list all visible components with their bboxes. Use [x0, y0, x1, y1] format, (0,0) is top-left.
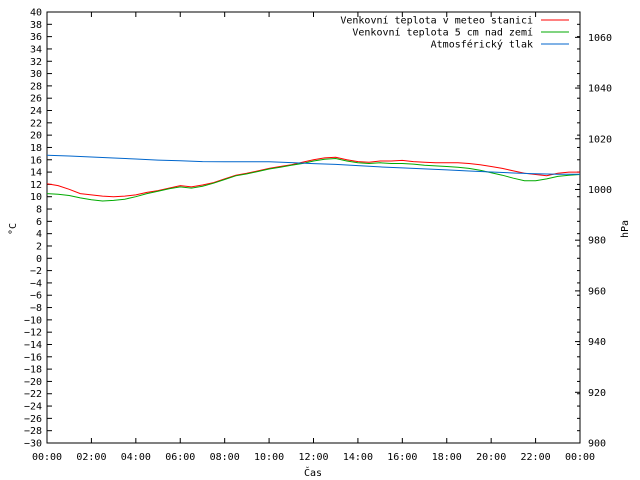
legend-label-1: Venkovní teplota v meteo stanici: [340, 15, 533, 27]
y-tick-label: 32: [30, 57, 42, 68]
x-tick-label: 06:00: [165, 452, 195, 463]
y2-tick-label: 900: [588, 439, 606, 450]
y-tick-label: 38: [30, 20, 42, 31]
y-tick-label: 4: [36, 229, 42, 240]
y-tick-label: −18: [24, 365, 42, 376]
y2-tick-label: 1000: [588, 185, 612, 196]
y-tick-label: −8: [30, 303, 42, 314]
axes: 4038363432302826242220181614121086420−2−…: [24, 8, 612, 464]
y-tick-label: −14: [24, 340, 42, 351]
y-tick-label: −4: [30, 278, 42, 289]
y-tick-label: 22: [30, 118, 42, 129]
y-tick-label: 40: [30, 8, 42, 19]
y-tick-label: 6: [36, 217, 42, 228]
y-tick-label: 2: [36, 241, 42, 252]
legend: Venkovní teplota v meteo staniciVenkovní…: [340, 15, 569, 51]
y2-tick-label: 920: [588, 388, 606, 399]
y-tick-label: −2: [30, 266, 42, 277]
y-tick-label: 34: [30, 44, 42, 55]
x-tick-label: 04:00: [121, 452, 151, 463]
y-tick-label: 18: [30, 143, 42, 154]
x-tick-label: 18:00: [432, 452, 462, 463]
y-tick-label: 12: [30, 180, 42, 191]
y-axis-title: °C: [8, 223, 19, 235]
y-tick-label: −20: [24, 377, 42, 388]
y-tick-label: −26: [24, 414, 42, 425]
y-tick-label: 24: [30, 106, 42, 117]
legend-label-2: Venkovní teplota 5 cm nad zemí: [352, 27, 533, 39]
y-tick-label: −16: [24, 352, 42, 363]
y-tick-label: 16: [30, 155, 42, 166]
x-tick-label: 02:00: [76, 452, 106, 463]
y-tick-label: 30: [30, 69, 42, 80]
y-tick-label: 26: [30, 94, 42, 105]
y2-tick-label: 1060: [588, 33, 612, 44]
x-tick-label: 22:00: [521, 452, 551, 463]
y-tick-label: 0: [36, 254, 42, 265]
y2-tick-label: 960: [588, 286, 606, 297]
legend-label-3: Atmosférický tlak: [431, 39, 533, 51]
y-tick-label: −22: [24, 389, 42, 400]
y-tick-label: 36: [30, 32, 42, 43]
y-tick-label: 8: [36, 205, 42, 216]
y-tick-label: −24: [24, 402, 42, 413]
y-tick-label: 28: [30, 81, 42, 92]
x-tick-label: 00:00: [32, 452, 62, 463]
y-tick-label: 14: [30, 168, 42, 179]
y2-tick-label: 980: [588, 236, 606, 247]
x-tick-label: 16:00: [387, 452, 417, 463]
y-tick-label: 20: [30, 131, 42, 142]
y-tick-label: −12: [24, 328, 42, 339]
series-line-2: [46, 157, 581, 202]
x-tick-label: 14:00: [343, 452, 373, 463]
y2-tick-label: 940: [588, 337, 606, 348]
x-axis-title: Čas: [304, 466, 322, 479]
y-tick-label: 10: [30, 192, 42, 203]
y-tick-label: −10: [24, 315, 42, 326]
y-tick-label: −28: [24, 426, 42, 437]
x-tick-label: 20:00: [476, 452, 506, 463]
series-lines: [46, 154, 581, 202]
plot-frame: [46, 11, 581, 444]
y2-tick-label: 1020: [588, 134, 612, 145]
x-tick-label: 08:00: [210, 452, 240, 463]
series-line-3: [46, 154, 580, 175]
y2-tick-label: 1040: [588, 84, 612, 95]
y-tick-label: −6: [30, 291, 42, 302]
y2-axis-title: hPa: [620, 220, 631, 238]
x-tick-label: 10:00: [254, 452, 284, 463]
series-line-1: [46, 156, 580, 198]
y-tick-label: −30: [24, 439, 42, 450]
x-tick-label: 12:00: [298, 452, 328, 463]
x-tick-label: 00:00: [565, 452, 595, 463]
